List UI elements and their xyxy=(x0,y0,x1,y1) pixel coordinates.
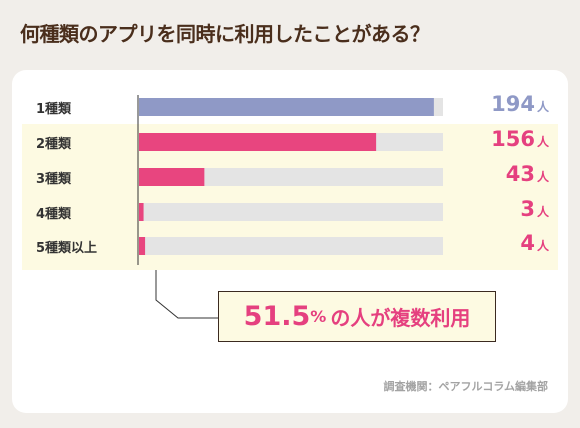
value-number: 4 xyxy=(520,231,535,255)
value-number: 156 xyxy=(491,127,535,151)
category-label: 4種類 xyxy=(36,207,72,222)
bar-track xyxy=(139,237,443,255)
chart-title: 何種類のアプリを同時に利用したことがある？ xyxy=(20,22,430,46)
bar xyxy=(139,237,146,255)
bar-track xyxy=(139,203,443,221)
source-credit: 調査機関：ペアフルコラム編集部 xyxy=(383,380,548,393)
bar xyxy=(139,133,377,151)
category-label: 5種類以上 xyxy=(36,241,98,256)
summary-percent-sign: % xyxy=(310,307,327,326)
category-label: 1種類 xyxy=(36,102,72,117)
bar xyxy=(139,98,434,116)
value-unit: 人 xyxy=(536,170,549,184)
value-label: 43 人 xyxy=(506,162,549,186)
summary-number: 51.5 xyxy=(243,301,311,332)
value-unit: 人 xyxy=(536,239,549,253)
value-label: 156 人 xyxy=(491,127,549,151)
value-unit: 人 xyxy=(536,135,549,149)
bar xyxy=(139,203,144,221)
value-unit: 人 xyxy=(536,205,549,219)
category-label: 3種類 xyxy=(36,172,72,187)
value-unit: 人 xyxy=(536,100,549,114)
value-number: 194 xyxy=(491,92,535,116)
value-label: 194 人 xyxy=(491,92,549,116)
category-label: 2種類 xyxy=(36,137,72,152)
bar xyxy=(139,168,205,186)
bar-track xyxy=(139,168,443,186)
summary-text: の人が複数利用 xyxy=(330,306,471,330)
summary-callout: 51.5 % の人が複数利用 xyxy=(218,291,496,342)
summary-connector-line xyxy=(155,270,218,319)
value-number: 3 xyxy=(520,197,535,221)
value-number: 43 xyxy=(505,162,535,186)
